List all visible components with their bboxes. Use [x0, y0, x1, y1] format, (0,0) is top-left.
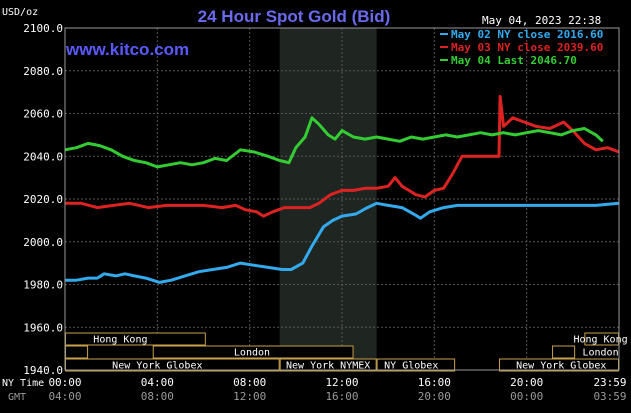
- x-tick-ny-label: 16:00: [418, 376, 451, 389]
- legend-entry-2: May 03 NY close 2039.60: [451, 41, 603, 54]
- session-bar-london: [552, 345, 576, 359]
- x-tick-ny-label: 12:00: [325, 376, 358, 389]
- x-axis-gmt-label: GMT: [8, 392, 26, 403]
- x-tick-ny-label: 04:00: [141, 376, 174, 389]
- y-tick-label: 2080.0: [23, 65, 63, 78]
- series-line-2: [65, 94, 620, 218]
- chart-title: 24 Hour Spot Gold (Bid): [198, 7, 391, 26]
- session-label-london: London: [234, 348, 270, 359]
- session-label-new-york-globex: New York Globex: [112, 361, 202, 372]
- x-tick-gmt-label: 00:00: [510, 390, 543, 403]
- series-layer: [64, 94, 620, 284]
- session-bar-london: [65, 345, 89, 359]
- highlight-band-layer: [279, 28, 377, 370]
- x-tick-gmt-label: 03:59: [593, 390, 626, 403]
- y-tick-label: 2100.0: [23, 22, 63, 35]
- x-tick-ny-label: 08:00: [233, 376, 266, 389]
- session-label-ny-globex: NY Globex: [384, 361, 438, 372]
- y-tick-label: 2000.0: [23, 236, 63, 249]
- x-tick-gmt-label: 16:00: [325, 390, 358, 403]
- session-label-hong-kong: Hong Kong: [573, 335, 627, 346]
- x-tick-gmt-label: 04:00: [48, 390, 81, 403]
- watermark: www.kitco.com: [65, 40, 189, 59]
- series-line-3: [64, 116, 604, 169]
- y-tick-label: 1960.0: [23, 321, 63, 334]
- x-axis-ny-label: NY Time: [2, 378, 44, 389]
- plot-frame: [64, 27, 620, 371]
- y-tick-label: 1940.0: [23, 364, 63, 377]
- y-tick-label: 1980.0: [23, 279, 63, 292]
- session-label-london: London: [582, 348, 618, 359]
- x-tick-ny-label: 20:00: [510, 376, 543, 389]
- nymex-highlight-band: [279, 28, 377, 370]
- session-label-new-york-nymex: New York NYMEX: [286, 361, 370, 372]
- legend-entry-1: May 02 NY close 2016.60: [451, 28, 603, 41]
- x-tick-gmt-label: 20:00: [418, 390, 451, 403]
- y-tick-label: 2040.0: [23, 150, 63, 163]
- session-label-new-york-globex: New York Globex: [516, 361, 606, 372]
- session-bar-new-york-nymex: [279, 358, 377, 372]
- legend-entry-3: May 04 Last 2046.70: [451, 54, 577, 67]
- session-label-hong-kong: Hong Kong: [93, 335, 147, 346]
- x-tick-ny-label: 00:00: [48, 376, 81, 389]
- x-tick-ny-label: 23:59: [593, 376, 626, 389]
- y-axis-label: USD/oz: [2, 7, 38, 18]
- y-tick-label: 2060.0: [23, 108, 63, 121]
- session-bar-london: [152, 345, 354, 359]
- x-tick-gmt-label: 08:00: [141, 390, 174, 403]
- axes-layer: 1940.0 1960.0 1980.0 2000.0 2020.0 2040.0 2060…: [2, 22, 627, 403]
- date-label: May 04, 2023 22:38: [482, 14, 601, 27]
- session-bar-ny-globex: [376, 358, 456, 372]
- series-line-1: [65, 201, 620, 284]
- grid-layer: [64, 27, 620, 371]
- y-tick-label: 2020.0: [23, 193, 63, 206]
- x-tick-gmt-label: 12:00: [233, 390, 266, 403]
